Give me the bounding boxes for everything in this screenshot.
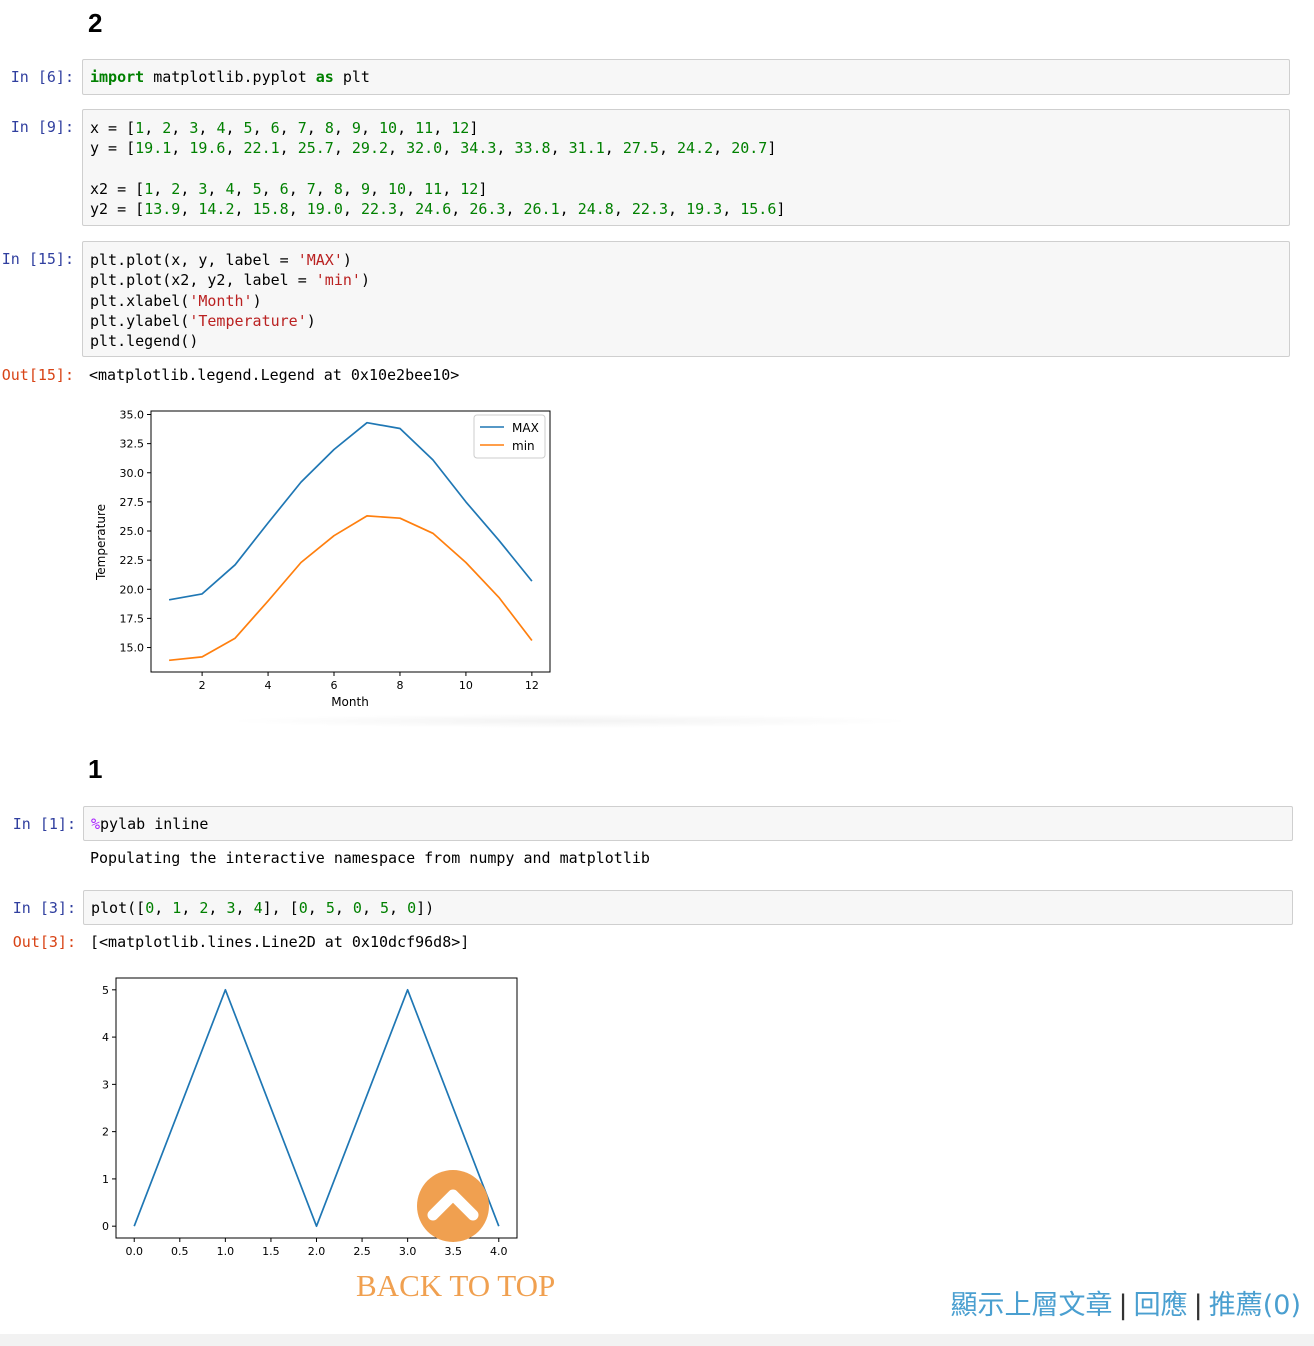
code-block: x = [1, 2, 3, 4, 5, 6, 7, 8, 9, 10, 11, … (90, 119, 786, 219)
x-tick-label: 3.0 (399, 1245, 417, 1258)
y-tick-label: 30.0 (120, 467, 145, 480)
x-tick-label: 3.5 (444, 1245, 462, 1258)
x-tick-label: 4 (265, 679, 272, 692)
y-tick-label: 20.0 (120, 583, 145, 596)
y-tick-label: 2 (102, 1126, 109, 1139)
back-to-top-label[interactable]: BACK TO TOP (356, 1268, 556, 1303)
y-tick-label: 0 (102, 1220, 109, 1233)
code-cell[interactable]: x = [1, 2, 3, 4, 5, 6, 7, 8, 9, 10, 11, … (82, 109, 1290, 226)
y-tick-label: 15.0 (120, 642, 145, 655)
y-tick-label: 5 (102, 984, 109, 997)
output-prompt: Out[15]: (1, 366, 74, 384)
cell-output: <matplotlib.legend.Legend at 0x10e2bee10… (89, 366, 460, 384)
cell-output: [<matplotlib.lines.Line2D at 0x10dcf96d8… (90, 933, 470, 951)
code-cell[interactable]: import matplotlib.pyplot as plt (82, 59, 1290, 95)
legend: MAX min (473, 414, 546, 459)
x-tick-label: 8 (396, 679, 403, 692)
temperature-chart: 15.0 17.5 20.0 22.5 25.0 27.5 30.0 32.5 35.0 2 4 6… (94, 408, 551, 709)
section-heading-1: 1 (88, 754, 103, 784)
y-tick-label: 27.5 (120, 496, 145, 509)
y-tick-label: 4 (102, 1031, 109, 1044)
x-axis-label: Month (331, 695, 369, 709)
x-tick-label: 2.5 (353, 1245, 371, 1258)
code-line: import matplotlib.pyplot as plt (90, 68, 370, 86)
y-tick-label: 1 (102, 1173, 109, 1186)
output-prompt: Out[3]: (12, 933, 76, 951)
footer-links: 顯示上層文章 | 回應 | 推薦(0) (951, 1283, 1301, 1322)
reply-link[interactable]: 回應 (1133, 1290, 1188, 1321)
x-tick-label: 2.0 (308, 1245, 326, 1258)
x-tick-label: 1.0 (217, 1245, 235, 1258)
x-tick-label: 12 (525, 679, 539, 692)
recommend-link[interactable]: 推薦(0) (1208, 1290, 1301, 1321)
code-block: plt.plot(x, y, label = 'MAX') plt.plot(x… (90, 251, 370, 351)
code-cell[interactable]: plt.plot(x, y, label = 'MAX') plt.plot(x… (82, 241, 1290, 357)
output-divider-shadow (220, 714, 920, 728)
legend-box (473, 414, 546, 459)
code-line: plot([0, 1, 2, 3, 4], [0, 5, 0, 5, 0]) (91, 899, 435, 917)
cell-prompt: In [15]: (1, 250, 74, 268)
cell-prompt: In [1]: (12, 815, 76, 833)
x-tick-label: 0.0 (125, 1245, 142, 1258)
cell-prompt: In [3]: (12, 899, 76, 917)
footer-separator: | (1118, 1290, 1128, 1321)
show-parent-link[interactable]: 顯示上層文章 (950, 1290, 1113, 1321)
code-cell[interactable]: %pylab inline (83, 806, 1293, 841)
footer-separator: | (1193, 1290, 1203, 1321)
y-tick-label: 25.0 (120, 525, 145, 538)
series-line-max (168, 421, 533, 601)
y-tick-label: 17.5 (120, 612, 145, 625)
cell-output: Populating the interactive namespace fro… (90, 849, 650, 867)
legend-label-max: MAX (512, 421, 539, 435)
y-axis-label: Temperature (94, 504, 108, 581)
chevron-up-icon (427, 1189, 479, 1221)
y-tick-label: 22.5 (120, 554, 145, 567)
y-tick-label: 35.0 (120, 408, 145, 421)
x-tick-label: 10 (459, 679, 473, 692)
x-tick-label: 0.5 (171, 1245, 189, 1258)
y-tick-label: 3 (102, 1078, 109, 1091)
code-cell[interactable]: plot([0, 1, 2, 3, 4], [0, 5, 0, 5, 0]) (83, 890, 1293, 925)
x-tick-label: 4.0 (490, 1245, 508, 1258)
back-to-top-button[interactable] (417, 1170, 489, 1242)
code-line: %pylab inline (91, 815, 209, 833)
series-line-min (169, 515, 533, 662)
y-tick-label: 32.5 (120, 438, 145, 451)
legend-label-min: min (512, 439, 535, 453)
bottom-bar (0, 1334, 1314, 1346)
section-heading-2: 2 (88, 8, 103, 38)
cell-prompt: In [9]: (10, 118, 74, 136)
x-tick-label: 2 (199, 679, 206, 692)
cell-prompt: In [6]: (10, 68, 74, 86)
x-tick-label: 1.5 (262, 1245, 280, 1258)
x-tick-label: 6 (331, 679, 338, 692)
